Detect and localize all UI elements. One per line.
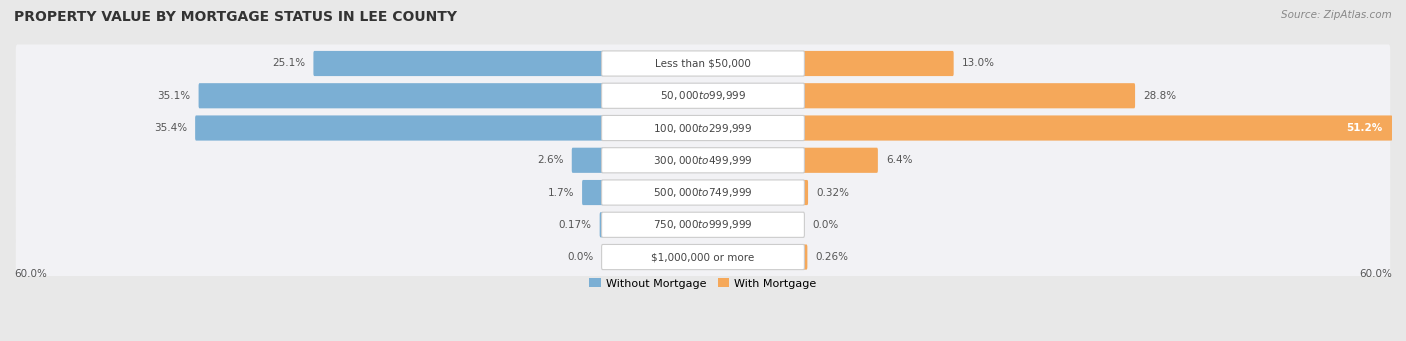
Text: 0.26%: 0.26% xyxy=(815,252,849,262)
Text: 0.17%: 0.17% xyxy=(558,220,592,230)
FancyBboxPatch shape xyxy=(602,51,804,76)
Text: $1,000,000 or more: $1,000,000 or more xyxy=(651,252,755,262)
FancyBboxPatch shape xyxy=(803,148,877,173)
FancyBboxPatch shape xyxy=(15,77,1391,115)
Text: Source: ZipAtlas.com: Source: ZipAtlas.com xyxy=(1281,10,1392,20)
FancyBboxPatch shape xyxy=(803,51,953,76)
Text: $300,000 to $499,999: $300,000 to $499,999 xyxy=(654,154,752,167)
Text: 0.0%: 0.0% xyxy=(813,220,839,230)
Text: 0.32%: 0.32% xyxy=(817,188,849,197)
Text: 0.0%: 0.0% xyxy=(567,252,593,262)
FancyBboxPatch shape xyxy=(15,206,1391,244)
Text: 1.7%: 1.7% xyxy=(547,188,574,197)
Text: 25.1%: 25.1% xyxy=(271,59,305,69)
FancyBboxPatch shape xyxy=(572,148,603,173)
FancyBboxPatch shape xyxy=(599,212,603,237)
FancyBboxPatch shape xyxy=(15,141,1391,179)
Text: Less than $50,000: Less than $50,000 xyxy=(655,59,751,69)
Text: 35.1%: 35.1% xyxy=(157,91,190,101)
Text: $50,000 to $99,999: $50,000 to $99,999 xyxy=(659,89,747,102)
FancyBboxPatch shape xyxy=(602,83,804,108)
FancyBboxPatch shape xyxy=(602,148,804,173)
Legend: Without Mortgage, With Mortgage: Without Mortgage, With Mortgage xyxy=(585,274,821,293)
FancyBboxPatch shape xyxy=(803,83,1135,108)
FancyBboxPatch shape xyxy=(582,180,603,205)
Text: 6.4%: 6.4% xyxy=(886,155,912,165)
FancyBboxPatch shape xyxy=(602,212,804,237)
Text: $750,000 to $999,999: $750,000 to $999,999 xyxy=(654,218,752,231)
FancyBboxPatch shape xyxy=(15,44,1391,83)
FancyBboxPatch shape xyxy=(602,180,804,205)
Text: 2.6%: 2.6% xyxy=(537,155,564,165)
FancyBboxPatch shape xyxy=(602,116,804,140)
FancyBboxPatch shape xyxy=(198,83,603,108)
FancyBboxPatch shape xyxy=(803,116,1392,140)
Text: 51.2%: 51.2% xyxy=(1346,123,1382,133)
FancyBboxPatch shape xyxy=(602,244,804,270)
FancyBboxPatch shape xyxy=(314,51,603,76)
FancyBboxPatch shape xyxy=(15,238,1391,276)
Text: $500,000 to $749,999: $500,000 to $749,999 xyxy=(654,186,752,199)
FancyBboxPatch shape xyxy=(15,109,1391,147)
FancyBboxPatch shape xyxy=(803,244,807,270)
Text: 13.0%: 13.0% xyxy=(962,59,995,69)
Text: 60.0%: 60.0% xyxy=(1360,269,1392,279)
Text: 60.0%: 60.0% xyxy=(14,269,46,279)
FancyBboxPatch shape xyxy=(195,116,603,140)
FancyBboxPatch shape xyxy=(15,174,1391,211)
Text: PROPERTY VALUE BY MORTGAGE STATUS IN LEE COUNTY: PROPERTY VALUE BY MORTGAGE STATUS IN LEE… xyxy=(14,10,457,24)
Text: 35.4%: 35.4% xyxy=(153,123,187,133)
Text: $100,000 to $299,999: $100,000 to $299,999 xyxy=(654,121,752,134)
FancyBboxPatch shape xyxy=(803,180,808,205)
Text: 28.8%: 28.8% xyxy=(1143,91,1177,101)
